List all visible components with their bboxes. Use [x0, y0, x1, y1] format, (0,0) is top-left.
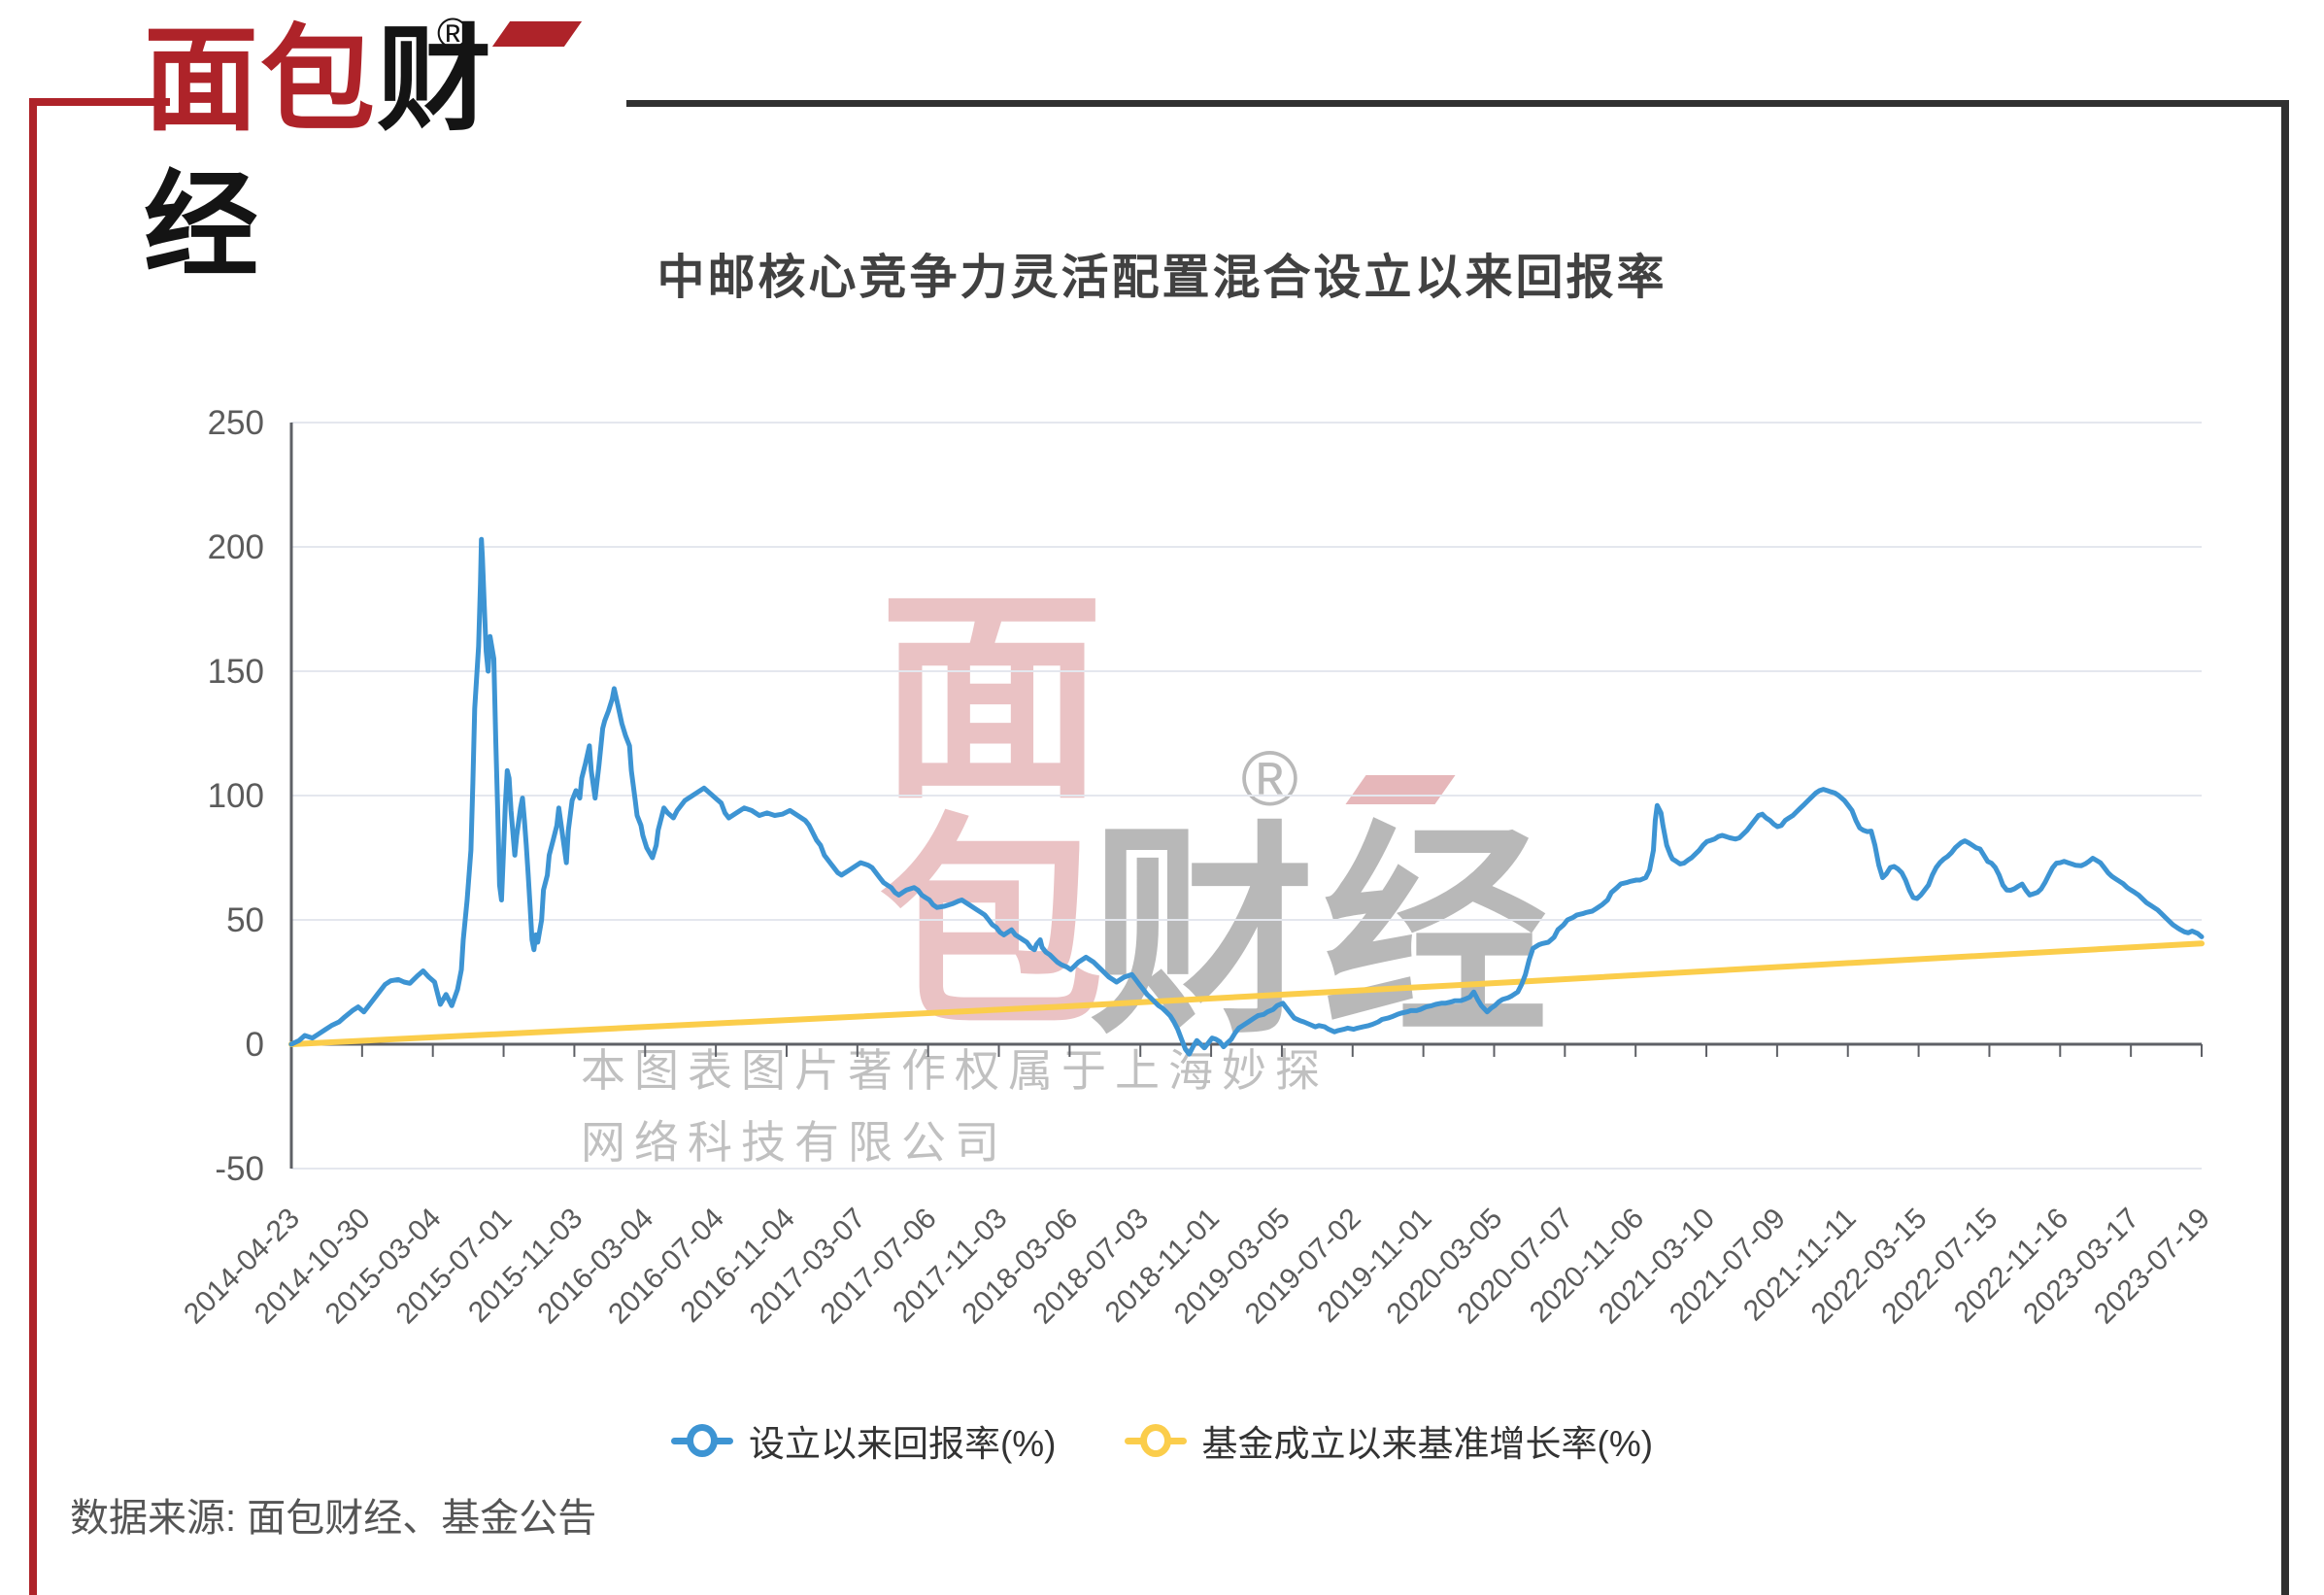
legend-item-benchmark[interactable]: 基金成立以来基准增长率(%) — [1124, 1414, 1654, 1467]
y-tick-label: 150 — [208, 653, 264, 691]
frame-dark-horizontal-line — [626, 100, 2289, 107]
watermark-char-mian: 面 — [879, 573, 1105, 825]
y-tick-label: 0 — [246, 1026, 264, 1064]
data-source-note: 数据来源: 面包财经、基金公告 — [70, 1497, 597, 1540]
blue-line-marker-icon — [670, 1424, 733, 1457]
logo-text-red: 面包 — [144, 17, 378, 145]
yellow-line-marker-icon — [1124, 1424, 1187, 1457]
legend-label-return: 设立以来回报率(%) — [748, 1424, 1057, 1464]
frame-dark-vertical-line — [2281, 100, 2289, 1595]
frame-red-horizontal-line — [32, 98, 170, 106]
y-tick-label: 50 — [226, 901, 264, 939]
logo-text-black: 财经 — [144, 17, 494, 290]
frame-red-vertical-line — [29, 98, 37, 1595]
y-tick-label: -50 — [215, 1150, 264, 1188]
benchmark-line — [288, 940, 2205, 1047]
watermark-registered-icon: ® — [1241, 735, 1298, 822]
chart-title: 中邮核心竞争力灵活配置混合设立以来回报率 — [657, 252, 1667, 304]
registered-trademark-icon: ® — [437, 10, 469, 57]
chart-legend: 设立以来回报率(%) 基金成立以来基准增长率(%) — [0, 1414, 2324, 1467]
return-line — [288, 536, 2205, 1057]
y-tick-label: 200 — [208, 528, 264, 566]
mianbao-caijing-logo: 面包财经 ® — [144, 8, 600, 290]
watermark-copyright-line1: 本图表图片著作权属于上海妙探 — [581, 1045, 1329, 1096]
legend-item-return[interactable]: 设立以来回报率(%) — [670, 1414, 1057, 1467]
y-tick-label: 100 — [208, 777, 264, 815]
watermark-copyright-line2: 网络科技有限公司 — [581, 1117, 1008, 1168]
y-tick-label: 250 — [208, 404, 264, 442]
legend-label-benchmark: 基金成立以来基准增长率(%) — [1201, 1424, 1654, 1464]
